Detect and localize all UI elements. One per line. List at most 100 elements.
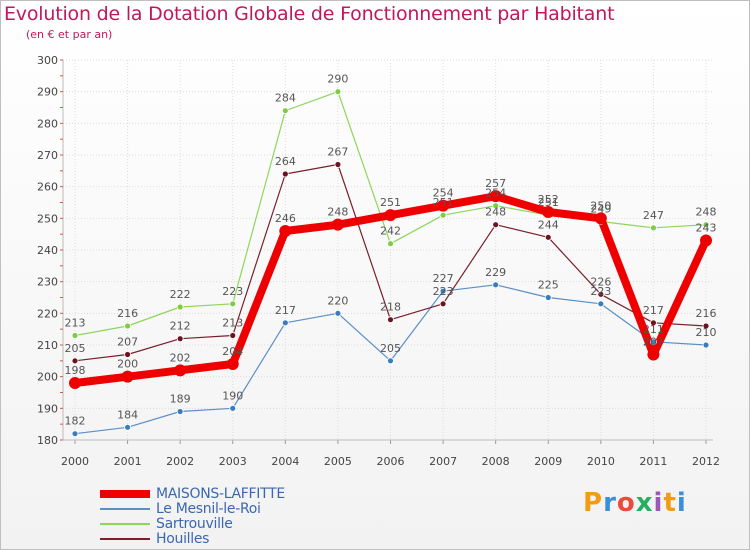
legend-label-houilles: Houilles (156, 530, 210, 547)
data-point-houilles (650, 319, 657, 327)
data-label-sartrouville: 251 (433, 196, 454, 209)
data-point-sartrouville (334, 88, 342, 96)
y-tick-label: 230 (37, 276, 58, 289)
data-label-maisons-laffitte: 202 (170, 351, 191, 364)
data-label-houilles: 244 (538, 218, 559, 231)
legend-swatch-houilles (100, 537, 150, 540)
data-label-le-mesnil-le-roi: 190 (222, 389, 243, 402)
data-point-le-mesnil-le-roi (650, 338, 657, 346)
data-label-sartrouville: 216 (117, 307, 138, 320)
data-point-le-mesnil-le-roi (387, 357, 394, 365)
legend-item-houilles: Houilles (100, 530, 285, 547)
data-label-sartrouville: 222 (170, 288, 191, 301)
legend-label-sartrouville: Sartrouville (156, 515, 233, 532)
legend-item-le-mesnil-le-roi: Le Mesnil-le-Roi (100, 500, 285, 517)
data-point-le-mesnil-le-roi (597, 300, 605, 308)
logo-letter: x (635, 488, 654, 518)
data-point-houilles (281, 170, 289, 178)
data-point-houilles (702, 322, 710, 330)
logo-letter: i (676, 488, 687, 518)
data-point-houilles (492, 221, 500, 229)
data-point-maisons-laffitte (279, 225, 292, 237)
data-label-houilles: 223 (433, 285, 454, 298)
logo-letter: P (583, 488, 604, 518)
data-label-maisons-laffitte: 257 (485, 177, 506, 190)
data-label-le-mesnil-le-roi: 229 (485, 266, 506, 279)
data-point-maisons-laffitte (226, 358, 239, 370)
data-label-maisons-laffitte: 204 (222, 345, 243, 358)
x-tick-label: 2006 (377, 455, 405, 468)
data-point-houilles (176, 335, 184, 343)
data-label-houilles: 218 (380, 301, 401, 314)
x-tick-label: 2003 (219, 455, 247, 468)
data-point-sartrouville (124, 322, 131, 330)
data-label-maisons-laffitte: 243 (696, 222, 717, 235)
y-tick-label: 290 (37, 86, 58, 99)
data-point-le-mesnil-le-roi (334, 309, 342, 317)
data-label-houilles: 213 (222, 317, 243, 330)
data-point-houilles (124, 351, 131, 358)
data-label-sartrouville: 248 (696, 206, 717, 219)
data-point-le-mesnil-le-roi (229, 404, 237, 412)
data-label-maisons-laffitte: 254 (433, 187, 454, 200)
data-label-houilles: 226 (590, 275, 611, 288)
chart-title: Evolution de la Dotation Globale de Fonc… (4, 3, 615, 25)
data-label-le-mesnil-le-roi: 211 (643, 323, 664, 336)
x-tick-label: 2009 (534, 455, 562, 468)
x-tick-label: 2012 (692, 455, 720, 468)
data-point-maisons-laffitte (69, 377, 81, 389)
data-label-sartrouville: 249 (590, 203, 611, 216)
data-point-maisons-laffitte (174, 364, 187, 377)
y-tick-label: 280 (37, 117, 58, 130)
data-point-sartrouville (387, 240, 394, 248)
x-tick-label: 2011 (639, 455, 667, 468)
logo-letter: t (663, 488, 677, 518)
data-point-maisons-laffitte (700, 234, 712, 247)
data-label-le-mesnil-le-roi: 182 (65, 415, 86, 428)
x-tick-label: 2001 (114, 455, 142, 468)
legend-item-sartrouville: Sartrouville (100, 515, 285, 532)
data-point-sartrouville (650, 224, 657, 232)
legend-swatch-le-mesnil-le-roi (100, 507, 150, 510)
data-point-le-mesnil-le-roi (124, 423, 131, 431)
data-point-sartrouville (439, 211, 447, 219)
data-point-maisons-laffitte (121, 370, 134, 383)
legend-label-le-mesnil-le-roi: Le Mesnil-le-Roi (156, 500, 261, 517)
data-label-houilles: 267 (327, 146, 348, 159)
data-point-maisons-laffitte (542, 206, 555, 218)
data-point-houilles (439, 300, 447, 308)
x-tick-label: 2002 (166, 455, 194, 468)
x-tick-label: 2000 (61, 455, 89, 468)
data-label-sartrouville: 251 (538, 196, 559, 209)
data-point-le-mesnil-le-roi (544, 294, 552, 301)
data-label-maisons-laffitte: 250 (590, 199, 611, 212)
data-label-maisons-laffitte: 200 (117, 358, 138, 371)
data-label-sartrouville: 290 (327, 73, 348, 86)
data-point-sartrouville (229, 300, 237, 308)
data-label-sartrouville: 284 (275, 92, 296, 105)
x-tick-label: 2004 (271, 455, 299, 468)
data-label-houilles: 207 (117, 336, 138, 349)
data-label-maisons-laffitte: 207 (643, 336, 664, 349)
data-label-maisons-laffitte: 252 (538, 193, 559, 206)
y-tick-label: 200 (37, 371, 58, 384)
data-label-maisons-laffitte: 248 (327, 206, 348, 219)
data-label-le-mesnil-le-roi: 217 (275, 304, 296, 317)
data-label-houilles: 216 (696, 307, 717, 320)
y-tick-label: 210 (37, 339, 58, 352)
data-point-sartrouville (176, 303, 184, 311)
x-tick-label: 2008 (482, 455, 510, 468)
y-tick-label: 270 (37, 149, 58, 162)
data-point-maisons-laffitte (384, 209, 397, 222)
legend-label-maisons-laffitte: MAISONS-LAFFITTE (156, 485, 285, 502)
data-label-sartrouville: 254 (485, 187, 506, 200)
data-point-maisons-laffitte (437, 199, 450, 212)
logo-letter: r (603, 488, 617, 518)
data-label-maisons-laffitte: 198 (65, 364, 86, 377)
data-point-houilles (597, 290, 605, 298)
data-point-sartrouville (281, 107, 289, 115)
chart-subtitle: (en € et par an) (26, 28, 113, 41)
data-label-houilles: 205 (65, 342, 86, 355)
data-label-houilles: 217 (643, 304, 664, 317)
